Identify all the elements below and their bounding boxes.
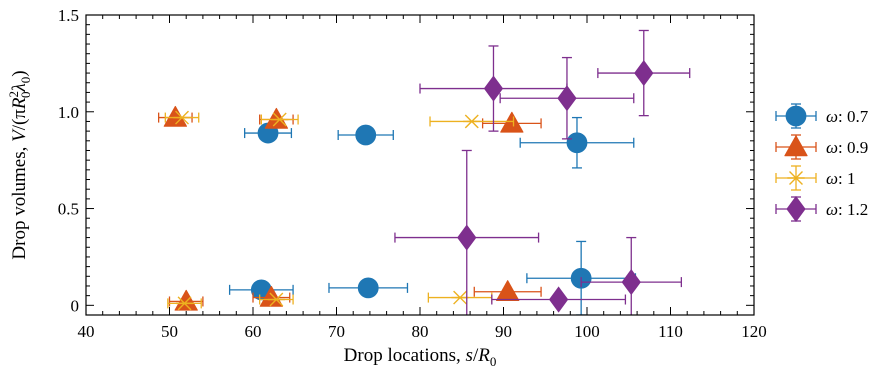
x-tick-label: 50	[161, 322, 178, 341]
legend-label: ω: 1.2	[826, 200, 868, 219]
marker-s2-p1	[271, 112, 289, 127]
marker-s1-p3	[174, 289, 198, 311]
legend-marker	[785, 105, 807, 127]
x-axis-label: Drop locations, s/R0	[344, 345, 497, 369]
marker-s1-p4	[259, 285, 284, 307]
legend-entry-2: ω: 1	[775, 165, 856, 191]
legend-marker	[784, 135, 808, 157]
marker-s3-p2	[634, 59, 654, 87]
x-tick-label: 40	[78, 322, 95, 341]
marker-s3-p4	[548, 286, 569, 313]
x-tick-label: 70	[328, 322, 345, 341]
x-tick-label: 100	[574, 322, 600, 341]
y-tick-label: 1.5	[58, 6, 79, 25]
marker-s0-p2	[566, 132, 588, 154]
x-tick-label: 120	[741, 322, 767, 341]
legend-marker	[787, 171, 805, 185]
legend-entry-3: ω: 1.2	[775, 195, 868, 223]
legend-entry-1: ω: 0.9	[775, 134, 868, 160]
marker-s0-p4	[357, 277, 379, 299]
x-tick-label: 110	[658, 322, 683, 341]
legend-marker	[786, 195, 806, 223]
marker-s1-p1	[264, 107, 289, 129]
legend-entry-0: ω: 0.7	[775, 103, 869, 129]
y-tick-label: 1.0	[58, 103, 79, 122]
y-tick-label: 0	[71, 296, 80, 315]
marker-s2-p2	[463, 114, 481, 129]
legend: ω: 0.7 ω: 0.9 ω: 1 ω: 1.2	[775, 103, 869, 223]
marker-s2-p4	[267, 292, 286, 307]
marker-s1-p2	[500, 111, 524, 133]
series-2	[164, 110, 515, 311]
marker-s3-p1	[557, 85, 577, 112]
axes: 40 50 60 70 80 90 100 110 120 0 0.5 1.0 1.5 Drop loca…	[6, 6, 767, 369]
series-3	[394, 29, 691, 315]
marker-s3-p5	[621, 269, 641, 296]
x-tick-label: 90	[495, 322, 512, 341]
x-tick-label: 60	[245, 322, 262, 341]
marker-s2-p5	[451, 290, 469, 305]
x-tick-label: 80	[412, 322, 429, 341]
plot-area	[157, 29, 691, 315]
legend-label: ω: 0.7	[826, 107, 869, 126]
marker-s2-p0	[173, 110, 191, 125]
marker-s1-p5	[496, 280, 520, 301]
series-1	[157, 105, 542, 311]
y-tick-label: 0.5	[58, 200, 79, 219]
y-axis-label: Drop volumes, V/(πR20λ0)	[6, 70, 33, 259]
marker-s2-p3	[175, 296, 194, 311]
legend-label: ω: 0.9	[826, 138, 868, 157]
marker-s3-p0	[483, 75, 504, 102]
series-0	[228, 116, 637, 315]
marker-s3-p3	[457, 224, 477, 251]
legend-label: ω: 1	[826, 169, 856, 188]
marker-s0-p1	[355, 124, 377, 146]
axes-frame	[85, 14, 755, 316]
